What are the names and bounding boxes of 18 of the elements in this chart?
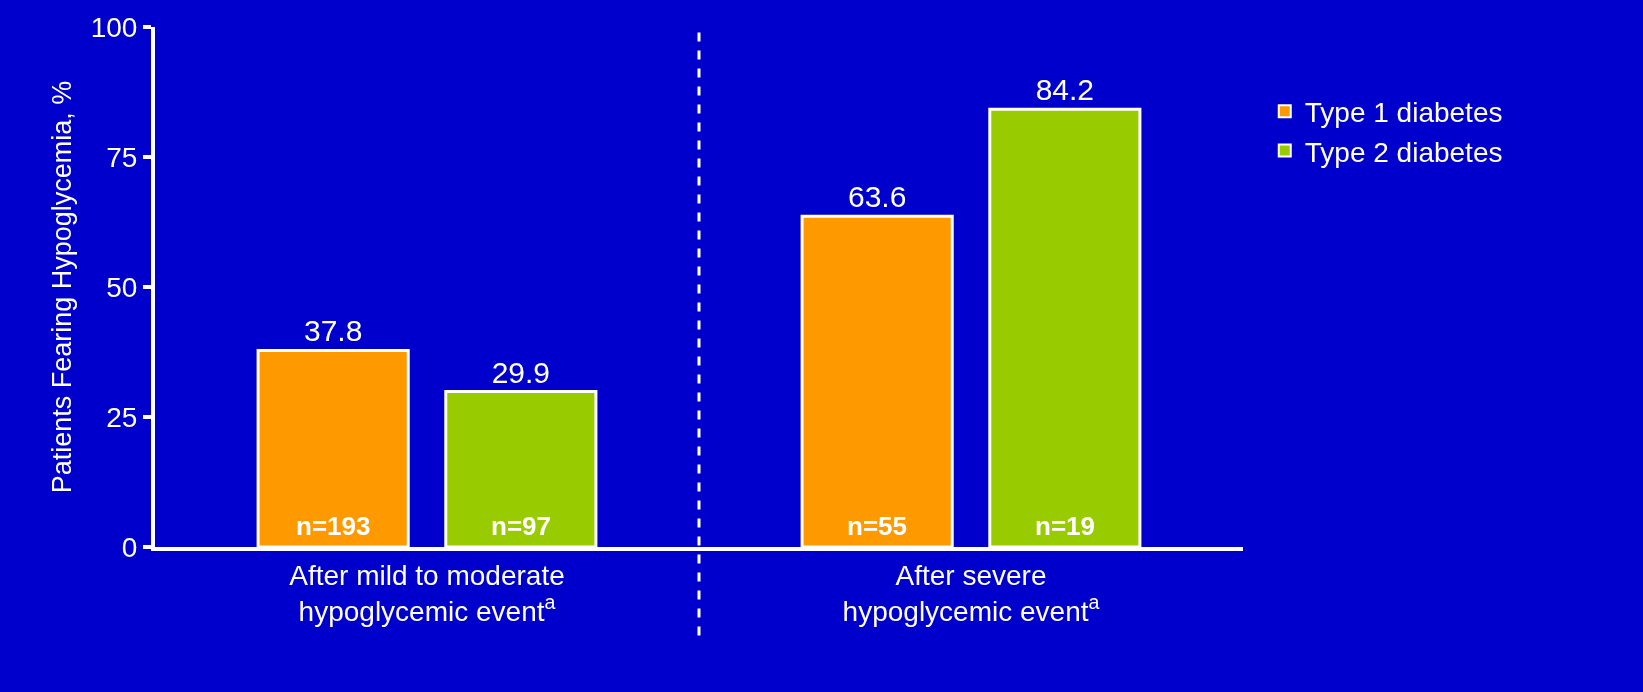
annotation: n=193	[296, 511, 371, 541]
data-label: 84.2	[1035, 73, 1095, 107]
y-tick-label: 0	[121, 531, 138, 563]
y-tick-label: 100	[90, 11, 138, 43]
y-tick-label: 75	[106, 141, 138, 173]
y-tick-label: 50	[106, 271, 138, 303]
annotation: n=97	[491, 511, 551, 541]
data-label: 29.9	[491, 355, 551, 389]
annotation: n=55	[847, 511, 907, 541]
x-tick-label: After mild to moderate hypoglycemic event$^{a}$	[289, 559, 565, 627]
y-axis-title: Patients Fearing Hypoglycemia, %	[47, 80, 78, 494]
data-label: 37.8	[303, 314, 363, 348]
legend-label: Type 2 diabetes	[1304, 136, 1503, 168]
x-tick-label: After severe hypoglycemic event$^{a}$	[842, 559, 1100, 627]
legend-label: Type 1 diabetes	[1304, 97, 1503, 129]
data-label: 63.6	[847, 180, 907, 214]
annotation: n=19	[1035, 511, 1095, 541]
y-tick-label: 25	[106, 401, 138, 433]
